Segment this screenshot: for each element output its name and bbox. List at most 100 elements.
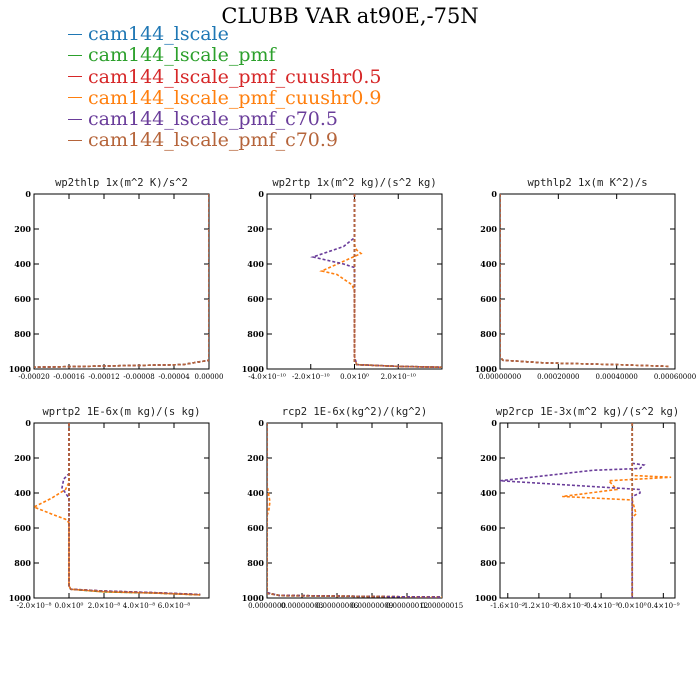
legend-label: cam144_lscale_pmf_c70.5 — [88, 108, 339, 131]
series-line-cam144-lscale — [68, 423, 201, 596]
legend: cam144_lscale cam144_lscale_pmf cam144_l… — [68, 23, 382, 152]
series-line-cam144-lscale-pmf-c70-5 — [310, 194, 442, 369]
series-line-cam144-lscale-pmf-c70-9 — [34, 194, 209, 369]
series-line-cam144-lscale-pmf-cuushr0-9 — [267, 423, 442, 598]
legend-entry-cuushr0-9: cam144_lscale_pmf_cuushr0.9 — [68, 87, 381, 109]
series-line-cam144-lscale-pmf-c70-5 — [500, 194, 670, 368]
y-tick-label: 400 — [247, 488, 264, 498]
x-tick-label: 2.0×10⁻⁸ — [88, 602, 121, 610]
y-tick-label: 1000 — [9, 593, 32, 603]
series-line-cam144-lscale-pmf — [267, 423, 442, 598]
x-tick-label: 0.0000000 — [248, 602, 286, 610]
x-tick-label: 0.00000003 — [281, 602, 323, 610]
y-tick-label: 0 — [491, 418, 497, 428]
chart-title: wpthlp2 1x(m K^2)/s — [527, 177, 647, 189]
plot-frame — [499, 422, 676, 599]
series-line-cam144-lscale — [353, 194, 442, 369]
series-line-cam144-lscale-pmf-c70-9 — [68, 423, 201, 596]
series-line-cam144-lscale — [267, 423, 442, 598]
y-tick-label: 600 — [14, 294, 31, 304]
y-tick-label: 600 — [480, 294, 497, 304]
x-tick-label: 0.00000000 — [479, 373, 521, 381]
x-tick-label: -0.00004 — [158, 373, 190, 381]
series-line-cam144-lscale-pmf-cuushr0-9 — [34, 194, 209, 369]
x-tick-label: -0.4×10⁻⁹ — [584, 602, 619, 610]
y-tick-label: 200 — [14, 224, 31, 234]
legend-entry-cam144-lscale: cam144_lscale — [68, 23, 381, 45]
x-tick-label: -1.6×10⁻⁹ — [490, 602, 525, 610]
y-tick-label: 800 — [14, 558, 31, 568]
series-line-cam144-lscale-pmf-c70-9 — [500, 194, 670, 368]
series-line-cam144-lscale-pmf-cuushr0-9 — [562, 423, 672, 598]
series-line-cam144-lscale-pmf-cuushr0-9 — [500, 194, 670, 368]
chart-title: wprtp2 1E-6x(m kg)/(s kg) — [42, 406, 200, 418]
y-tick-label: 800 — [480, 558, 497, 568]
legend-entry-cam144-lscale-pmf: cam144_lscale_pmf — [68, 45, 381, 66]
legend-label: cam144_lscale_pmf_cuushr0.5 — [88, 65, 382, 88]
legend-label: cam144_lscale — [88, 23, 229, 45]
x-tick-label: 0.00060000 — [654, 373, 696, 381]
y-tick-label: 1000 — [9, 364, 32, 374]
y-tick-label: 600 — [247, 294, 264, 304]
y-tick-label: 400 — [247, 259, 264, 269]
chart-title: wp2rtp 1x(m^2 kg)/(s^2 kg) — [272, 177, 436, 189]
x-tick-label: 0.00000006 — [316, 602, 359, 610]
y-tick-label: 400 — [480, 488, 497, 498]
x-tick-label: -0.00020 — [18, 373, 49, 381]
y-tick-label: 1000 — [475, 364, 498, 374]
series-line-cam144-lscale-pmf-cuushr0-9 — [34, 423, 201, 596]
x-tick-label: -0.00008 — [123, 373, 154, 381]
plot-frame — [499, 193, 676, 370]
series-line-cam144-lscale-pmf-cuushr0-5 — [34, 194, 209, 369]
legend-label: cam144_lscale_pmf_c70.9 — [88, 129, 339, 152]
legend-entry-cuushr0-5: cam144_lscale_pmf_cuushr0.5 — [68, 65, 382, 88]
x-tick-label: 0.00000009 — [351, 602, 393, 610]
plot-frame — [33, 193, 210, 370]
x-tick-label: 0.0×10⁰ — [55, 602, 84, 610]
y-tick-label: 1000 — [242, 364, 265, 374]
plot-frame — [33, 422, 210, 599]
y-tick-label: 0 — [258, 189, 264, 199]
series-line-cam144-lscale-pmf-cuushr0-5 — [500, 194, 670, 368]
y-tick-label: 200 — [14, 453, 31, 463]
legend-swatch — [68, 97, 82, 99]
y-tick-label: 400 — [14, 259, 31, 269]
chart-title: wp2thlp 1x(m^2 K)/s^2 — [55, 177, 188, 189]
legend-label: cam144_lscale_pmf — [88, 44, 276, 67]
series-line-cam144-lscale-pmf-c70-5 — [500, 423, 646, 598]
series-line-cam144-lscale-pmf — [353, 194, 442, 369]
series-line-cam144-lscale-pmf — [68, 423, 201, 596]
legend-swatch — [68, 54, 82, 56]
chart-panel-3: wpthlp2 1x(m K^2)/s020040060080010000.00… — [475, 177, 696, 381]
x-tick-label: -2.0×10⁻⁸ — [17, 602, 52, 610]
figure-title: CLUBB VAR at90E,-75N — [221, 4, 479, 28]
x-tick-label: 0.00020000 — [537, 373, 579, 381]
x-tick-label: -2.0×10⁻¹⁰ — [292, 373, 330, 381]
series-line-cam144-lscale-pmf-c70-5 — [34, 194, 209, 369]
x-tick-label: 0.0×10⁰ — [618, 602, 647, 610]
series-line-cam144-lscale — [500, 194, 670, 368]
x-tick-label: 0.00000 — [195, 373, 224, 381]
series-line-cam144-lscale-pmf — [500, 194, 670, 368]
series-line-cam144-lscale-pmf-c70-9 — [353, 194, 442, 369]
series-line-cam144-lscale — [34, 194, 209, 369]
series-line-cam144-lscale-pmf-c70-5 — [61, 423, 201, 596]
series-line-cam144-lscale-pmf-c70-9 — [267, 423, 384, 598]
y-tick-label: 200 — [247, 453, 264, 463]
legend-swatch — [68, 33, 82, 35]
legend-swatch — [68, 76, 82, 78]
y-tick-label: 800 — [480, 329, 497, 339]
y-tick-label: 800 — [14, 329, 31, 339]
x-tick-label: 2.0×10⁻¹⁰ — [381, 373, 416, 381]
series-line-cam144-lscale-pmf-cuushr0-5 — [353, 194, 442, 369]
x-tick-label: -0.00012 — [88, 373, 119, 381]
y-tick-label: 600 — [14, 523, 31, 533]
legend-entry-c7-0-5: cam144_lscale_pmf_c70.5 — [68, 109, 381, 130]
chart-panel-4: wprtp2 1E-6x(m kg)/(s kg) 0 200 400 600 800 10… — [9, 406, 210, 610]
x-tick-label: 0.0×10⁰ — [340, 373, 369, 381]
x-tick-label: 0.00000012 — [386, 602, 428, 610]
legend-entry-c7-0-9: cam144_lscale_pmf_c70.9 — [68, 130, 381, 151]
series-line-cam144-lscale-pmf — [34, 194, 209, 369]
x-tick-label: 0.00040000 — [596, 373, 638, 381]
